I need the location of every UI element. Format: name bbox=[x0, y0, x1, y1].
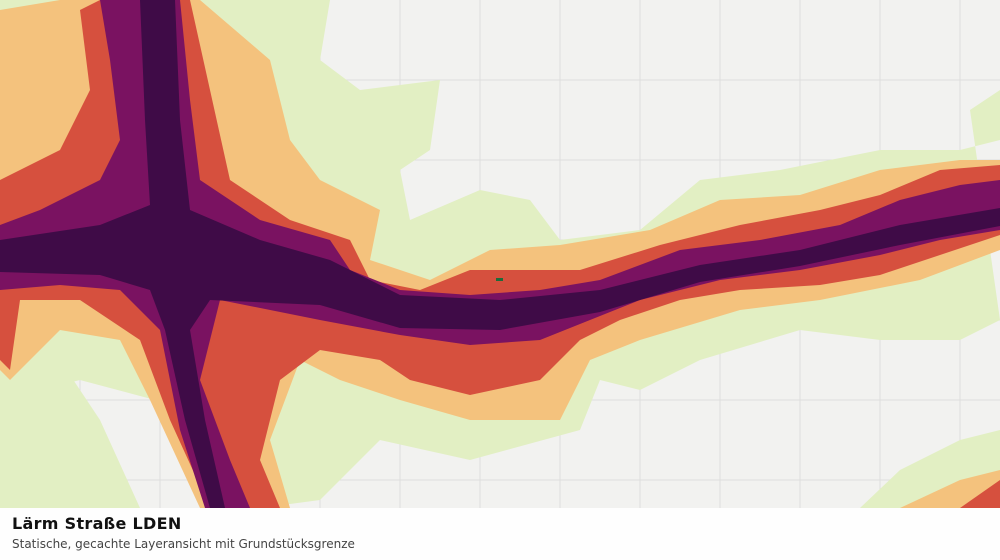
noise-zone-extreme bbox=[0, 0, 1000, 508]
map-caption: Lärm Straße LDEN Statische, gecachte Lay… bbox=[0, 508, 1000, 560]
map-marker bbox=[496, 278, 503, 281]
map-title: Lärm Straße LDEN bbox=[12, 514, 182, 533]
map-subtitle: Statische, gecachte Layeransicht mit Gru… bbox=[12, 537, 355, 551]
noise-zone-high bbox=[0, 0, 1000, 508]
